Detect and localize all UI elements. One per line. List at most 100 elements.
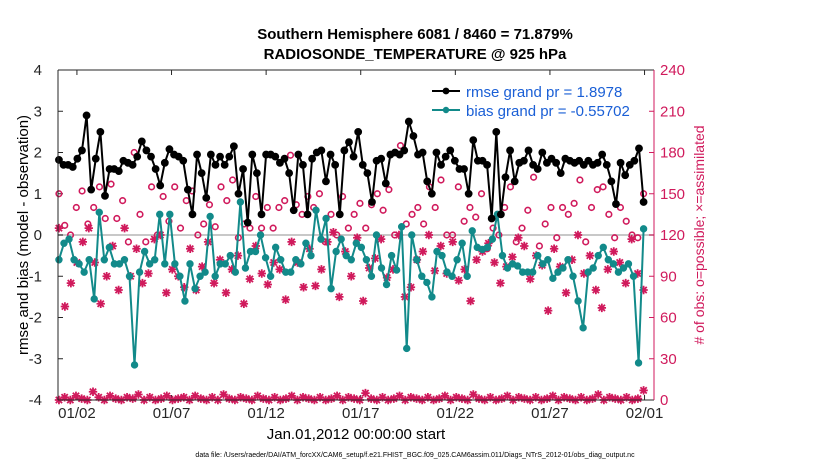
obs-possible-marker (472, 213, 480, 221)
bias-marker (564, 256, 572, 264)
bias-marker (584, 268, 592, 276)
obs-assimilated-marker (549, 244, 559, 253)
bias-marker (634, 359, 643, 367)
bias-marker (387, 251, 396, 260)
rmse-marker (446, 146, 455, 155)
bias-marker (438, 251, 446, 260)
obs-possible-marker (396, 142, 405, 150)
obs-bottom-marker (236, 393, 245, 402)
obs-assimilated-marker (209, 278, 219, 288)
bias-marker (337, 235, 345, 243)
obs-bottom-marker (548, 391, 557, 401)
legend-rmse-label: rmse grand pr = 1.8978 (466, 84, 622, 101)
bias-marker (458, 239, 466, 247)
obs-bottom-marker (611, 394, 620, 403)
obs-assimilated-marker (132, 244, 141, 253)
bias-marker (236, 198, 245, 206)
obs-possible-marker (535, 242, 543, 250)
rmse-marker (280, 154, 289, 163)
left-y-tick-label: -4 (29, 392, 42, 409)
rmse-marker (400, 146, 409, 155)
obs-bottom-marker (452, 393, 461, 402)
obs-possible-marker (72, 203, 80, 212)
bias-marker (156, 210, 164, 219)
obs-possible-marker (477, 190, 486, 198)
rmse-marker (87, 185, 96, 194)
rmse-marker (289, 206, 298, 215)
obs-possible-marker (622, 217, 630, 225)
obs-bottom-marker (559, 393, 569, 402)
obs-possible-marker (379, 206, 387, 214)
obs-assimilated-marker (454, 276, 463, 285)
bias-marker (614, 268, 623, 276)
rmse-marker (358, 160, 367, 169)
bias-marker (413, 256, 421, 264)
rmse-marker (156, 181, 165, 190)
rmse-marker (229, 142, 238, 151)
obs-bottom-marker (435, 394, 444, 403)
rmse-marker (349, 152, 358, 161)
x-tick-label: 01/27 (531, 405, 569, 422)
obs-possible-marker (107, 180, 115, 188)
obs-possible-marker (553, 234, 561, 242)
right-y-tick-label: 210 (660, 103, 685, 120)
obs-possible-marker (147, 183, 156, 191)
obs-assimilated-marker (335, 292, 344, 302)
obs-possible-marker (530, 173, 538, 181)
obs-possible-marker (454, 183, 462, 191)
right-y-tick-label: 90 (660, 268, 677, 285)
obs-assimilated-marker (448, 237, 457, 247)
obs-assimilated-marker (567, 255, 577, 264)
rmse-marker (487, 214, 496, 223)
bias-marker (171, 260, 179, 268)
bias-marker (382, 280, 391, 289)
chart-title-line2: RADIOSONDE_TEMPERATURE @ 925 hPa (263, 46, 567, 63)
rmse-marker (520, 156, 528, 165)
bias-marker (569, 272, 577, 280)
obs-assimilated-marker (162, 288, 171, 297)
bias-marker (211, 272, 219, 280)
x-tick-label: 01/22 (437, 405, 475, 422)
obs-bottom-marker (332, 391, 342, 401)
obs-bottom-marker (474, 394, 484, 403)
obs-assimilated-marker (394, 230, 404, 240)
obs-bottom-marker (633, 394, 643, 403)
bias-marker (463, 272, 471, 280)
obs-bottom-marker (327, 394, 336, 403)
obs-possible-marker (506, 183, 515, 191)
obs-assimilated-marker (418, 247, 428, 256)
obs-bottom-marker (128, 394, 137, 403)
obs-possible-marker (286, 151, 295, 159)
obs-possible-marker (315, 190, 324, 198)
obs-assimilated-marker (66, 278, 76, 288)
obs-possible-marker (275, 203, 283, 212)
obs-assimilated-marker (424, 230, 434, 240)
bias-marker (483, 243, 492, 252)
rmse-marker (142, 146, 151, 155)
rmse-marker (133, 152, 142, 161)
obs-assimilated-marker (299, 283, 308, 292)
obs-possible-marker (605, 210, 613, 218)
obs-bottom-marker (497, 394, 506, 403)
obs-possible-marker (587, 203, 596, 212)
bias-marker (231, 268, 240, 276)
rmse-marker (418, 148, 427, 157)
obs-possible-marker (223, 197, 231, 205)
obs-possible-marker (263, 203, 271, 212)
bias-marker (176, 272, 184, 280)
bias-marker (226, 251, 235, 260)
obs-bottom-marker (588, 394, 597, 403)
bias-marker (145, 260, 154, 268)
obs-possible-marker (460, 217, 468, 225)
rmse-marker (234, 189, 243, 198)
obs-assimilated-marker (120, 223, 129, 233)
obs-bottom-marker (565, 394, 575, 403)
rmse-marker (381, 179, 390, 188)
obs-assimilated-marker (436, 241, 445, 251)
rmse-marker (202, 193, 211, 202)
rmse-marker (248, 150, 257, 159)
rmse-marker (437, 160, 445, 169)
right-y-tick-label: 0 (660, 392, 668, 409)
right-y-tick-label: 60 (660, 310, 677, 327)
rmse-marker (317, 146, 326, 155)
